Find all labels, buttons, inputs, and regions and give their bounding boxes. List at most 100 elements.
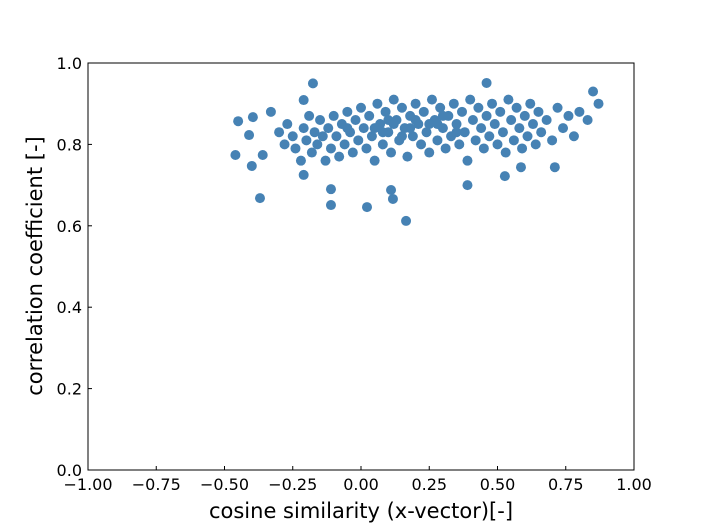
scatter-point: [489, 119, 500, 130]
x-tick-label: −0.75: [132, 475, 181, 494]
y-tick-label: 0.2: [57, 380, 82, 399]
scatter-point: [347, 147, 358, 158]
scatter-point: [325, 143, 336, 154]
y-tick-label: 0.8: [57, 135, 82, 154]
scatter-point: [331, 131, 342, 142]
scatter-point: [454, 139, 465, 150]
scatter-point: [325, 200, 336, 211]
scatter-point: [487, 98, 498, 109]
scatter-point: [366, 131, 377, 142]
scatter-point: [298, 169, 309, 180]
scatter-point: [478, 143, 489, 154]
scatter-point: [290, 143, 301, 154]
scatter-point: [462, 155, 473, 166]
scatter-point: [421, 127, 432, 138]
scatter-point: [527, 119, 538, 130]
scatter-point: [525, 98, 536, 109]
scatter-point: [530, 139, 541, 150]
scatter-point: [282, 119, 293, 130]
scatter-point: [386, 147, 397, 158]
scatter-point: [377, 127, 388, 138]
scatter-point: [361, 143, 372, 154]
scatter-point: [396, 131, 407, 142]
scatter-point: [522, 131, 533, 142]
scatter-point: [325, 184, 336, 195]
scatter-point: [364, 110, 375, 121]
scatter-point: [515, 162, 526, 173]
scatter-point: [350, 114, 361, 125]
scatter-point: [362, 202, 373, 213]
scatter-point: [563, 110, 574, 121]
scatter-point: [473, 102, 484, 113]
scatter-point: [388, 94, 399, 105]
scatter-point: [407, 131, 418, 142]
x-tick-label: 0.25: [411, 475, 447, 494]
scatter-point: [547, 135, 558, 146]
scatter-point: [244, 130, 255, 141]
scatter-point: [459, 127, 470, 138]
scatter-point: [467, 114, 478, 125]
x-tick-label: −0.50: [200, 475, 249, 494]
y-tick-label: 0.4: [57, 298, 82, 317]
scatter-point: [230, 149, 241, 160]
scatter-point: [328, 110, 339, 121]
x-tick-label: −0.25: [268, 475, 317, 494]
scatter-point: [582, 114, 593, 125]
scatter-point: [541, 114, 552, 125]
scatter-point: [312, 139, 323, 150]
scatter-point: [517, 143, 528, 154]
y-axis-label: correlation coefficient [-]: [23, 136, 47, 395]
scatter-point: [549, 162, 560, 173]
scatter-point: [307, 78, 318, 89]
scatter-point: [320, 155, 331, 166]
scatter-point: [476, 123, 487, 134]
scatter-point: [558, 123, 569, 134]
scatter-point: [246, 160, 257, 171]
scatter-point: [499, 171, 510, 182]
scatter-point: [416, 139, 427, 150]
x-tick-label: 0.50: [480, 475, 516, 494]
scatter-point: [432, 135, 443, 146]
scatter-point: [424, 119, 435, 130]
scatter-point: [402, 151, 413, 162]
scatter-point: [396, 102, 407, 113]
scatter-point: [481, 110, 492, 121]
scatter-point: [298, 123, 309, 134]
scatter-point: [451, 119, 462, 130]
scatter-point: [387, 193, 398, 204]
scatter-point: [568, 131, 579, 142]
scatter-point: [309, 127, 320, 138]
scatter-point: [435, 102, 446, 113]
scatter-point: [369, 123, 380, 134]
scatter-point: [301, 135, 312, 146]
scatter-point: [500, 147, 511, 158]
scatter-point: [451, 127, 462, 138]
y-tick-label: 0.0: [57, 461, 82, 480]
scatter-point: [495, 106, 506, 117]
x-tick-label: 1.00: [616, 475, 652, 494]
scatter-point: [470, 135, 481, 146]
scatter-point: [315, 114, 326, 125]
scatter-point: [418, 106, 429, 117]
scatter-point: [503, 94, 514, 105]
scatter-point: [369, 155, 380, 166]
scatter-point: [295, 155, 306, 166]
scatter-point: [410, 98, 421, 109]
scatter-point: [334, 151, 345, 162]
scatter-point: [401, 215, 412, 226]
scatter-point: [388, 119, 399, 130]
scatter-point: [317, 131, 328, 142]
scatter-point: [448, 98, 459, 109]
scatter-point: [304, 110, 315, 121]
scatter-point: [437, 110, 448, 121]
scatter-point: [279, 139, 290, 150]
scatter-point: [588, 86, 599, 97]
scatter-point: [274, 127, 285, 138]
scatter-point: [508, 135, 519, 146]
scatter-point: [323, 123, 334, 134]
scatter-point: [339, 139, 350, 150]
scatter-point: [342, 106, 353, 117]
scatter-point: [353, 135, 364, 146]
scatter-point: [356, 102, 366, 113]
